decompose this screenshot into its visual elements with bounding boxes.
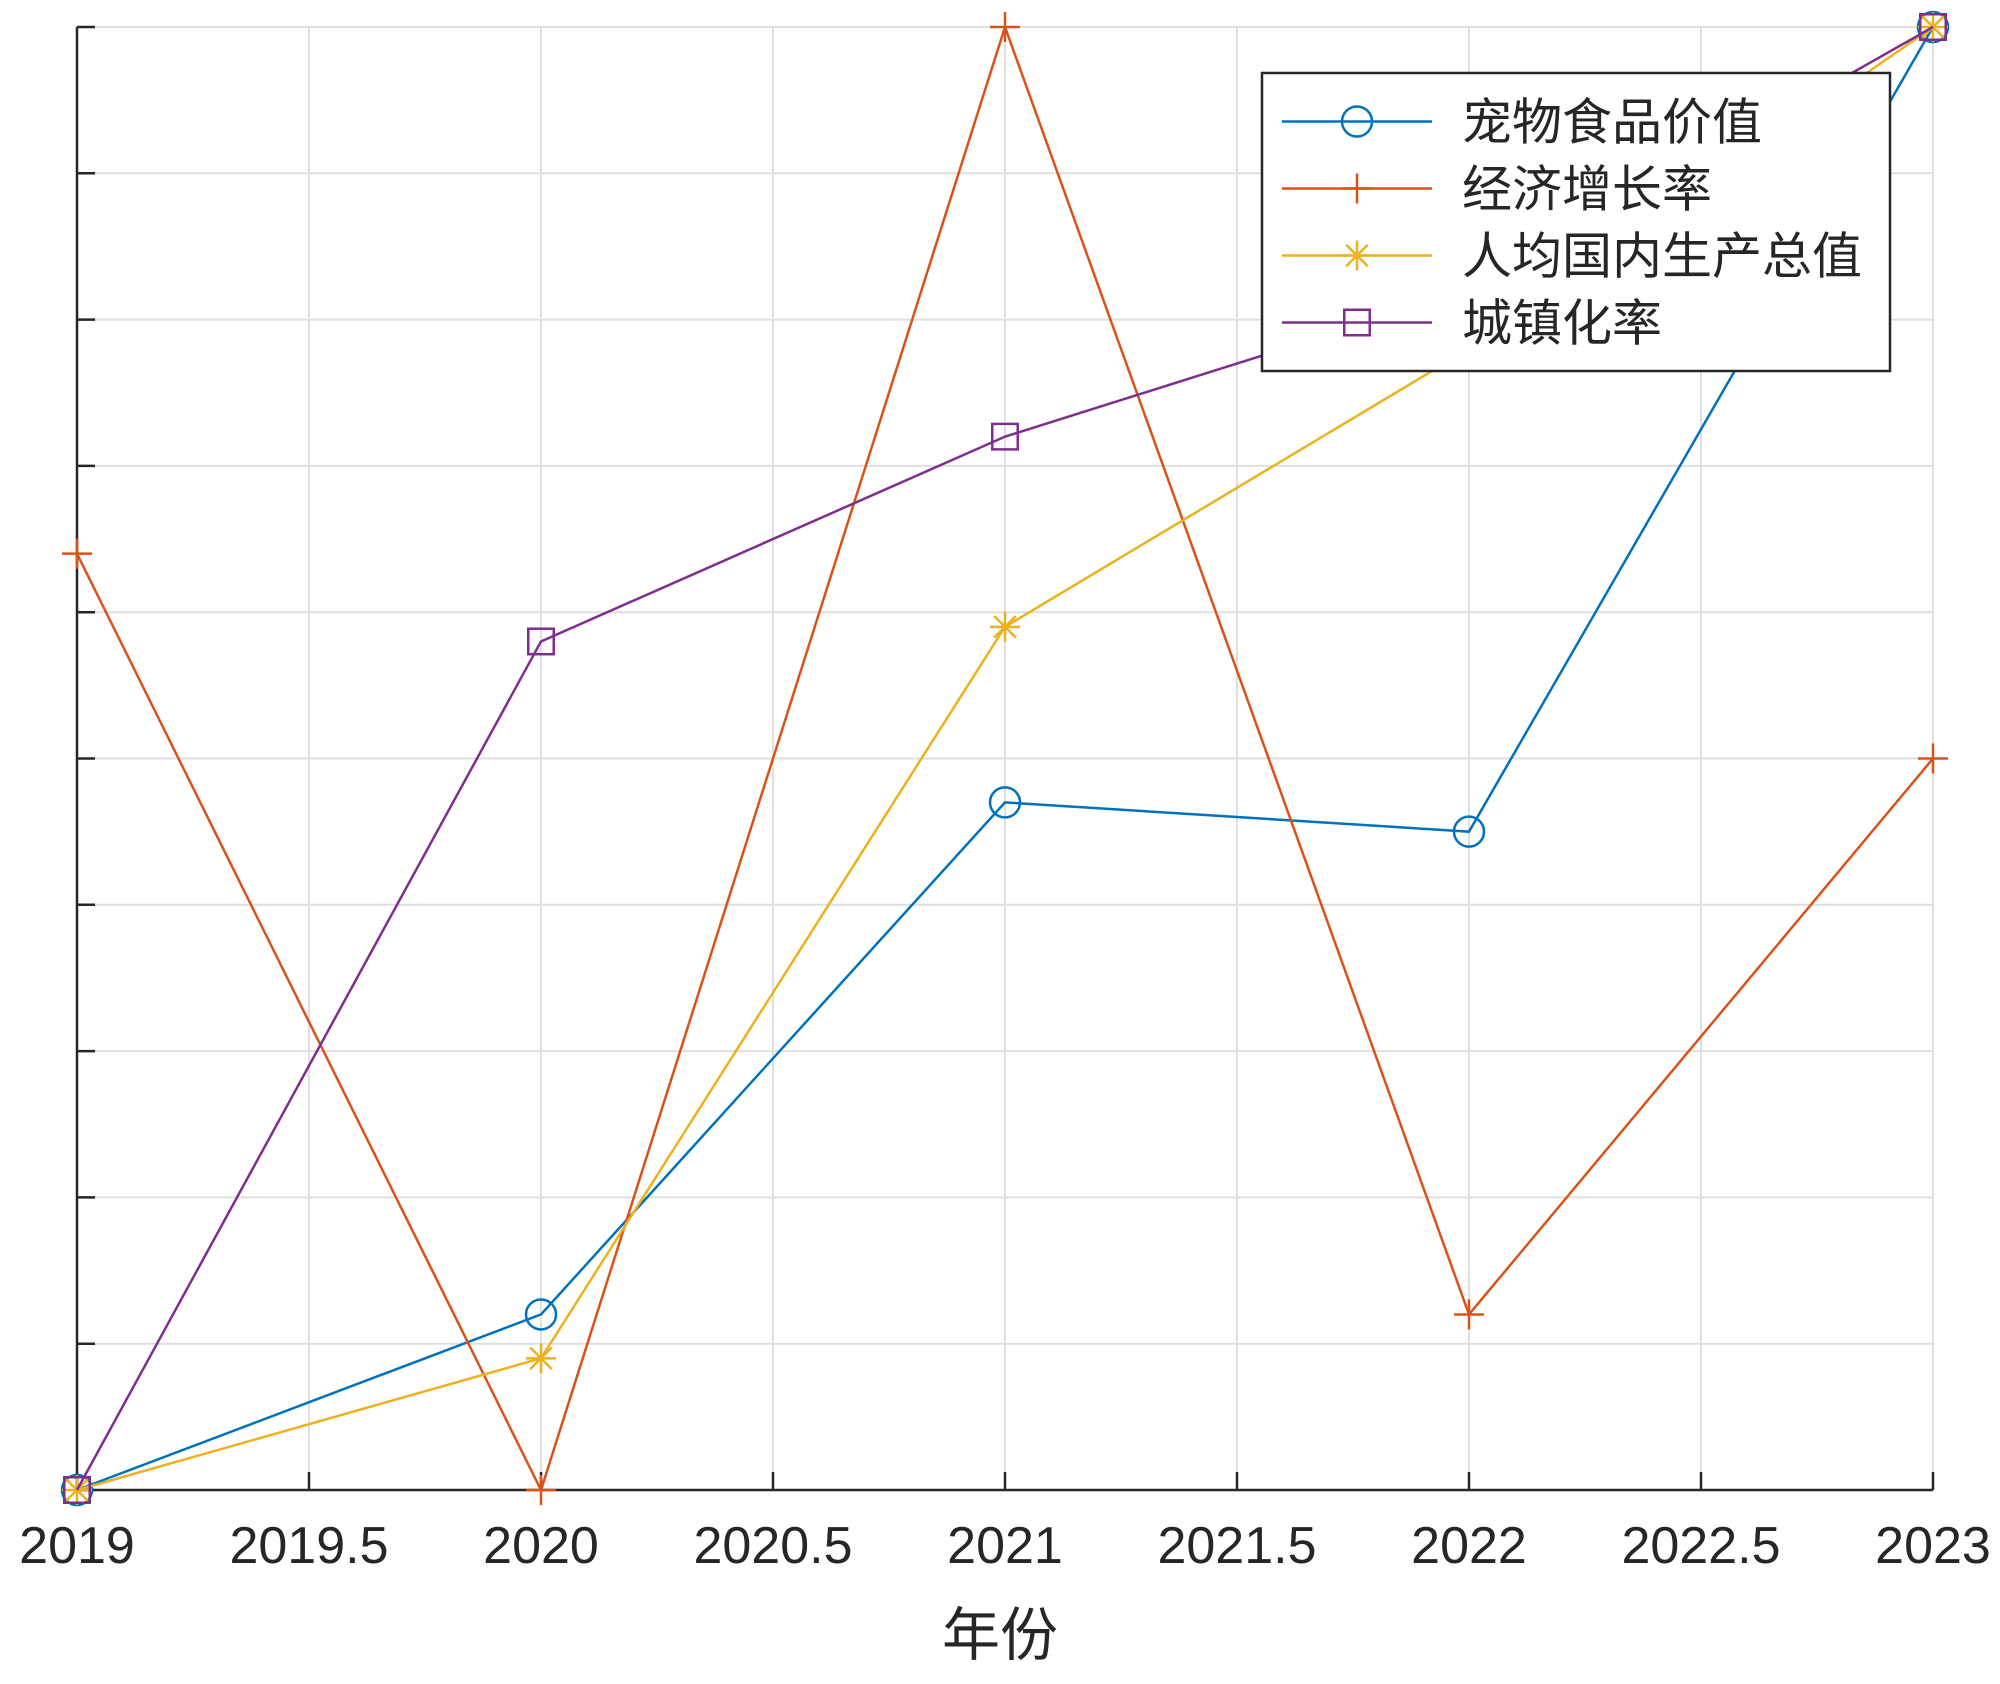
legend-item: 经济增长率 xyxy=(1282,162,1712,218)
data-point xyxy=(1343,308,1371,337)
data-point xyxy=(1342,173,1372,204)
data-point xyxy=(988,786,1022,819)
data-point xyxy=(1342,240,1372,271)
legend-item: 宠物食品价值 xyxy=(1282,95,1762,151)
x-tick-label: 2022.5 xyxy=(1621,1517,1780,1575)
x-tick-label: 2021 xyxy=(947,1517,1063,1575)
x-tick-label: 2020 xyxy=(483,1517,599,1575)
series-line xyxy=(76,26,1935,1492)
legend-label: 经济增长率 xyxy=(1462,162,1712,218)
data-point xyxy=(524,1298,558,1331)
data-point xyxy=(990,12,1020,42)
legend-label: 城镇化率 xyxy=(1462,296,1662,352)
series-2 xyxy=(62,12,1948,1505)
x-tick-label: 2019.5 xyxy=(229,1517,388,1575)
data-point xyxy=(62,538,92,569)
x-tick-labels: 2019 2019.5 2020 2020.5 2021 2021.5 2022 2022.5… xyxy=(19,1517,1991,1575)
data-point xyxy=(527,627,555,656)
x-tick-label: 2022 xyxy=(1411,1517,1527,1575)
data-point xyxy=(1919,13,1947,41)
x-tick-label: 2019 xyxy=(19,1517,135,1575)
x-tick-label: 2020.5 xyxy=(693,1517,852,1575)
x-axis-label: 年份 xyxy=(942,1603,1058,1668)
legend-item: 城镇化率 xyxy=(1282,296,1662,352)
data-point xyxy=(990,611,1020,642)
data-point xyxy=(526,1475,556,1505)
data-point xyxy=(1340,105,1374,138)
data-point xyxy=(1452,815,1486,848)
data-point xyxy=(991,422,1019,451)
x-tick-label: 2023 xyxy=(1875,1517,1991,1575)
data-point xyxy=(1454,1299,1484,1330)
x-tick-label: 2021.5 xyxy=(1157,1517,1316,1575)
data-point xyxy=(1918,743,1948,774)
legend-label: 人均国内生产总值 xyxy=(1462,229,1862,285)
data-point xyxy=(526,1343,556,1374)
grid xyxy=(76,26,1934,1491)
legend-item: 人均国内生产总值 xyxy=(1282,229,1862,285)
data-point xyxy=(63,1476,91,1504)
legend-label: 宠物食品价值 xyxy=(1462,95,1762,151)
